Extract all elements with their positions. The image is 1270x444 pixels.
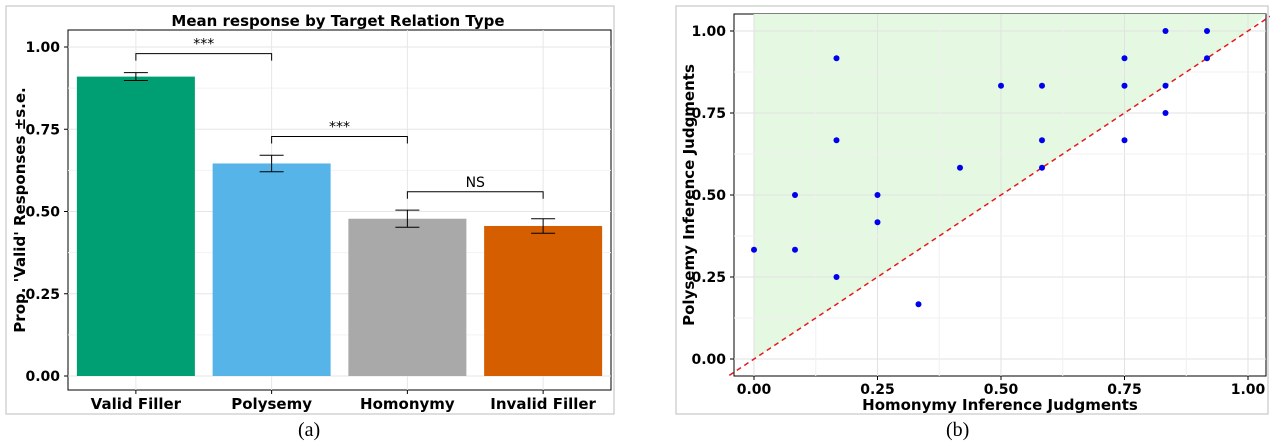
shaded-region — [754, 14, 1266, 359]
x-tick-label: Valid Filler — [91, 395, 182, 413]
bars — [76, 76, 603, 377]
data-points — [751, 28, 1210, 308]
data-point — [915, 301, 922, 308]
x-tick-labels: 0.00 0.25 0.50 0.75 1.00 — [737, 376, 1266, 398]
data-point — [1121, 137, 1128, 144]
data-point — [1121, 55, 1128, 62]
y-tick-label: 1.00 — [25, 40, 60, 56]
x-tick-label: 0.50 — [984, 382, 1019, 398]
chart-title: Mean response by Target Relation Type — [171, 12, 504, 30]
y-tick-labels: 0.00 0.25 0.50 0.75 1.00 — [25, 40, 68, 385]
y-tick-label: 0.75 — [25, 122, 60, 138]
data-point — [1121, 82, 1128, 89]
data-point — [833, 274, 840, 280]
y-tick-labels: 0.00 0.25 0.50 0.75 1.00 — [691, 24, 734, 368]
y-tick-label: 0.50 — [691, 188, 726, 204]
data-point — [1039, 164, 1046, 171]
caption-b: (b) — [946, 419, 970, 441]
y-tick-label: 0.25 — [691, 270, 726, 286]
significance-bracket — [135, 53, 273, 61]
data-point — [1162, 28, 1169, 34]
y-tick-label: 1.00 — [691, 24, 726, 40]
x-tick-labels: Valid Filler Polysemy Homonymy Invalid Fill… — [91, 390, 597, 413]
x-axis-label: Homonymy Inference Judgments — [862, 396, 1138, 414]
data-point — [874, 219, 881, 226]
x-tick-label: 1.00 — [1231, 382, 1266, 398]
bar — [484, 225, 603, 376]
bar — [348, 218, 467, 376]
data-point — [792, 192, 799, 198]
x-tick-label: Polysemy — [231, 395, 312, 413]
data-point — [1203, 28, 1210, 34]
identity-line — [728, 15, 1270, 377]
data-point — [833, 137, 840, 144]
bar — [76, 76, 195, 377]
above-diagonal-region — [754, 14, 1266, 359]
bar — [212, 163, 331, 376]
data-point — [956, 164, 963, 171]
y-axis-label: Prop. 'Valid' Responses ±s.e. — [11, 87, 29, 332]
caption-a: (a) — [298, 419, 321, 441]
data-point — [998, 82, 1004, 89]
significance-label: *** — [329, 119, 350, 135]
x-tick-label: Invalid Filler — [490, 395, 596, 413]
diagonal-line — [728, 15, 1270, 377]
data-point — [1039, 137, 1046, 144]
data-point — [833, 55, 840, 62]
significance-label: *** — [193, 37, 214, 53]
data-point — [792, 246, 799, 253]
y-tick-label: 0.00 — [691, 352, 726, 368]
significance-brackets: *** *** NS — [135, 37, 544, 199]
y-tick-label: 0.50 — [25, 205, 60, 221]
x-tick-label: 0.00 — [737, 382, 772, 398]
x-tick-label: Homonymy — [360, 395, 455, 413]
significance-bracket — [271, 135, 408, 144]
y-axis-label: Polysemy Inference Judgments — [680, 64, 698, 326]
x-tick-label: 0.75 — [1107, 382, 1142, 398]
y-tick-label: 0.25 — [25, 287, 60, 303]
scatter-chart-panel: 0.00 0.25 0.50 0.75 1.00 0.00 0.25 0.50 0.75 1.0… — [675, 5, 1270, 415]
data-point — [1162, 82, 1169, 89]
data-point — [874, 192, 881, 198]
data-point — [1162, 110, 1169, 116]
bar-chart-panel: Mean response by Target Relation Type **… — [5, 5, 615, 415]
significance-bracket — [406, 191, 544, 199]
data-point — [1203, 55, 1210, 62]
y-tick-label: 0.00 — [25, 369, 60, 385]
y-tick-label: 0.75 — [691, 106, 726, 122]
data-point — [1039, 82, 1046, 89]
x-tick-label: 0.25 — [860, 382, 895, 398]
data-point — [751, 246, 757, 253]
error-bars — [123, 72, 556, 234]
significance-label: NS — [466, 175, 485, 191]
